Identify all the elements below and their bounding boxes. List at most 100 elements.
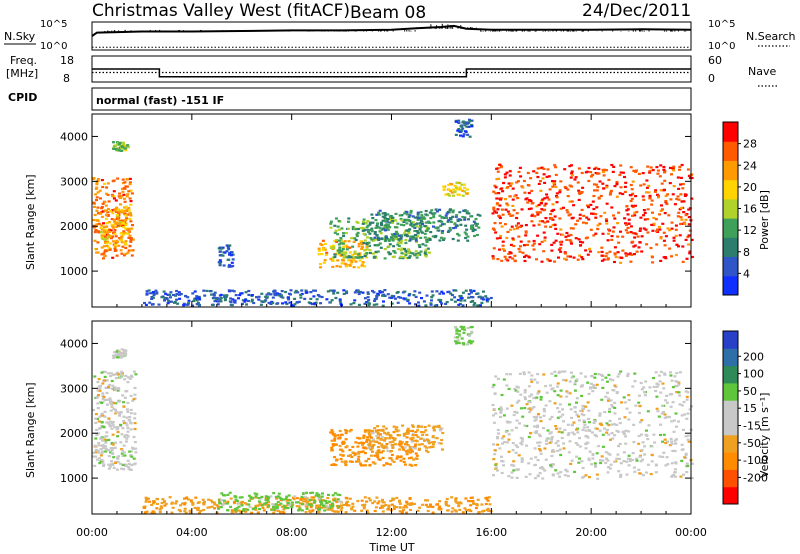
heat-cell: [652, 216, 656, 220]
heat-cell: [477, 226, 481, 229]
heat-cell: [544, 202, 548, 205]
heat-cell: [441, 431, 445, 435]
heat-cell: [662, 411, 666, 414]
heat-cell: [532, 416, 536, 419]
heat-cell: [523, 191, 527, 194]
heat-cell: [112, 401, 116, 405]
heat-cell: [357, 227, 361, 230]
heat-cell: [244, 510, 248, 513]
heat-cell: [263, 502, 267, 505]
heat-cell: [519, 393, 523, 396]
heat-cell: [550, 465, 554, 468]
heat-cell: [272, 508, 276, 511]
heat-cell: [690, 176, 694, 180]
heat-cell: [340, 506, 344, 509]
heat-cell: [197, 297, 201, 300]
heat-cell: [498, 204, 502, 207]
heat-cell: [439, 442, 443, 445]
heat-cell: [381, 304, 385, 307]
heat-cell: [115, 210, 119, 214]
heat-cell: [504, 208, 508, 211]
heat-cell: [399, 444, 403, 448]
x-tick-label: 04:00: [176, 526, 208, 539]
heat-cell: [566, 423, 570, 426]
nsearch-tick-bottom: 10^0: [708, 41, 735, 52]
heat-cell: [537, 444, 541, 447]
heat-cell: [388, 226, 392, 229]
heat-cell: [284, 497, 288, 500]
heat-cell: [607, 424, 611, 427]
heat-cell: [362, 241, 366, 245]
heat-cell: [405, 500, 409, 503]
heat-cell: [561, 408, 565, 411]
heat-cell: [511, 449, 515, 452]
heat-cell: [466, 343, 469, 346]
heat-cell: [383, 257, 387, 260]
heat-cell: [677, 381, 681, 384]
heat-cell: [589, 171, 593, 174]
heat-cell: [390, 459, 394, 462]
heat-cell: [370, 227, 374, 230]
heat-cell: [347, 259, 351, 262]
heat-cell: [119, 423, 123, 426]
heat-cell: [103, 435, 107, 438]
heat-cell: [530, 214, 534, 217]
heat-cell: [447, 183, 451, 186]
colorbar-segment: [723, 256, 738, 277]
heat-cell: [386, 213, 390, 216]
heat-cell: [98, 387, 102, 390]
heat-cell: [544, 225, 548, 228]
heat-cell: [345, 256, 349, 259]
heat-cell: [390, 216, 394, 219]
heat-cell: [320, 506, 323, 509]
heat-cell: [545, 196, 549, 199]
heat-cell: [114, 373, 118, 376]
heat-cell: [208, 290, 212, 293]
heat-cell: [121, 245, 125, 248]
heat-cell: [381, 294, 385, 297]
heat-cell: [128, 236, 132, 239]
heat-cell: [566, 195, 570, 198]
nsky-label: N.Sky: [4, 30, 36, 43]
heat-cell: [514, 389, 518, 392]
heat-cell: [675, 197, 679, 201]
heat-cell: [579, 372, 583, 375]
heat-cell: [459, 325, 463, 328]
heat-cell: [505, 373, 509, 376]
heat-cell: [425, 433, 429, 436]
heat-cell: [193, 290, 197, 293]
heat-cell: [397, 296, 401, 299]
heat-cell: [529, 207, 533, 210]
heat-cell: [627, 418, 631, 421]
heat-cell: [405, 213, 409, 216]
heat-cell: [551, 185, 555, 188]
heat-cell: [373, 231, 377, 234]
heat-cell: [337, 253, 341, 256]
heat-cell: [333, 224, 337, 227]
heat-cell: [671, 193, 675, 196]
heat-cell: [102, 222, 105, 225]
heat-cell: [110, 218, 114, 221]
heat-cell: [638, 421, 642, 424]
heat-cell: [495, 211, 498, 214]
nsearch-label: N.Search: [746, 30, 796, 43]
heat-cell: [373, 509, 377, 513]
heat-cell: [353, 250, 357, 253]
heat-cell: [145, 510, 149, 513]
heat-cell: [145, 290, 149, 293]
heat-cell: [175, 500, 179, 503]
heat-cell: [112, 447, 116, 450]
heat-cell: [388, 215, 392, 218]
nsky-series: [91, 23, 692, 48]
heat-cell: [620, 256, 624, 259]
heat-cell: [494, 375, 498, 378]
heat-cell: [330, 299, 334, 302]
heat-cell: [493, 453, 497, 456]
heat-cell: [548, 259, 552, 262]
heat-cell: [467, 508, 471, 511]
heat-cell: [415, 225, 419, 228]
heat-cell: [221, 503, 225, 506]
heat-cell: [342, 503, 346, 506]
heat-cell: [375, 295, 379, 298]
heat-cell: [470, 125, 474, 128]
